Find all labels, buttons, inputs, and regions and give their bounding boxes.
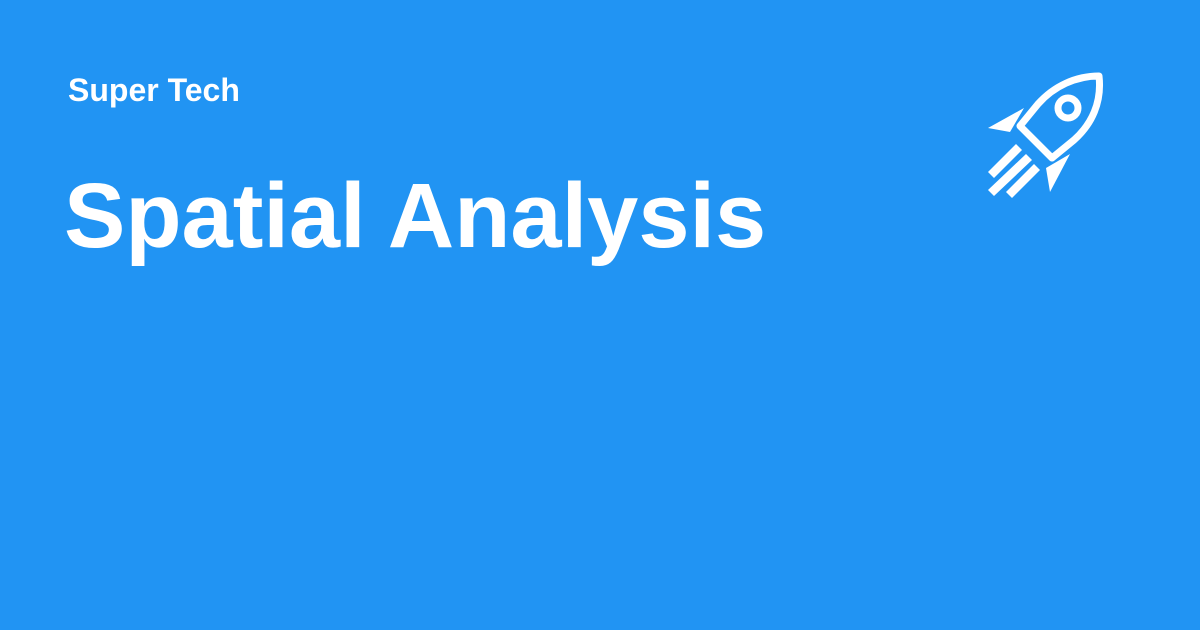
rocket-icon xyxy=(980,68,1110,198)
brand-name: Super Tech xyxy=(68,72,240,108)
page-title: Spatial Analysis xyxy=(64,165,767,267)
